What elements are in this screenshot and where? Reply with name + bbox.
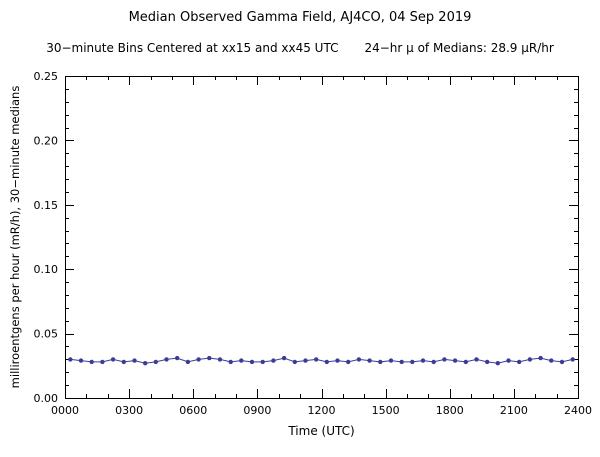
- data-point: [420, 358, 426, 363]
- x-tick-label: 1200: [308, 404, 336, 417]
- data-point: [207, 355, 212, 361]
- y-tick-label: 0.25: [34, 70, 59, 83]
- y-tick-label: 0.00: [34, 392, 59, 405]
- data-point: [346, 359, 351, 365]
- data-point: [399, 359, 404, 365]
- chart-title: Median Observed Gamma Field, AJ4CO, 04 S…: [128, 10, 472, 25]
- data-point: [260, 359, 265, 365]
- x-tick-label: 0300: [115, 404, 143, 417]
- data-point: [442, 357, 447, 362]
- data-point: [78, 358, 84, 363]
- x-tick-label: 2100: [500, 404, 528, 417]
- data-point: [164, 357, 169, 362]
- data-point: [228, 359, 233, 365]
- data-point: [217, 357, 223, 362]
- y-tick-label: 0.05: [34, 328, 59, 341]
- data-point: [463, 359, 468, 365]
- data-point: [559, 359, 565, 365]
- data-point: [356, 357, 362, 362]
- data-point: [549, 358, 554, 363]
- data-point: [474, 357, 479, 362]
- data-point: [281, 355, 287, 361]
- y-tick-label: 0.20: [34, 134, 59, 147]
- x-tick-label: 0600: [179, 404, 207, 417]
- data-point: [527, 357, 533, 362]
- data-point: [388, 358, 394, 363]
- x-tick-label: 0000: [51, 404, 79, 417]
- data-point: [249, 359, 255, 365]
- data-point: [121, 359, 127, 365]
- x-axis-label: Time (UTC): [288, 424, 355, 438]
- x-tick-label: 1800: [436, 404, 464, 417]
- data-point: [410, 359, 415, 365]
- data-point: [378, 359, 383, 365]
- data-point: [335, 358, 340, 363]
- data-point: [153, 359, 158, 365]
- data-point: [185, 359, 191, 365]
- y-tick-label: 0.15: [34, 199, 59, 212]
- data-point: [324, 359, 329, 365]
- data-point: [506, 358, 511, 363]
- subtitle-bins: 30−minute Bins Centered at xx15 and xx45…: [46, 41, 339, 55]
- data-point: [538, 355, 543, 361]
- data-point: [431, 359, 436, 365]
- data-point: [68, 357, 73, 362]
- data-point: [452, 358, 458, 363]
- data-point: [132, 358, 137, 363]
- plot-frame: [65, 76, 579, 399]
- data-point: [89, 359, 94, 365]
- data-point: [196, 357, 201, 362]
- data-point: [314, 357, 319, 362]
- data-point: [570, 357, 575, 362]
- data-point: [517, 359, 522, 365]
- data-point: [303, 358, 308, 363]
- data-point: [271, 358, 276, 363]
- data-point: [239, 358, 244, 363]
- x-tick-label: 2400: [564, 404, 592, 417]
- data-point: [175, 355, 180, 361]
- data-point: [143, 361, 148, 366]
- data-point: [100, 359, 105, 365]
- chart-subtitle: 30−minute Bins Centered at xx15 and xx45…: [0, 41, 600, 55]
- data-point: [292, 359, 297, 365]
- y-tick-label: 0.10: [34, 263, 59, 276]
- data-point: [495, 361, 500, 366]
- subtitle-mean: 24−hr μ of Medians: 28.9 μR/hr: [364, 41, 554, 55]
- x-tick-label: 0900: [243, 404, 271, 417]
- data-point: [485, 359, 490, 365]
- data-point: [367, 358, 372, 363]
- data-point: [110, 357, 116, 362]
- x-tick-label: 1500: [372, 404, 400, 417]
